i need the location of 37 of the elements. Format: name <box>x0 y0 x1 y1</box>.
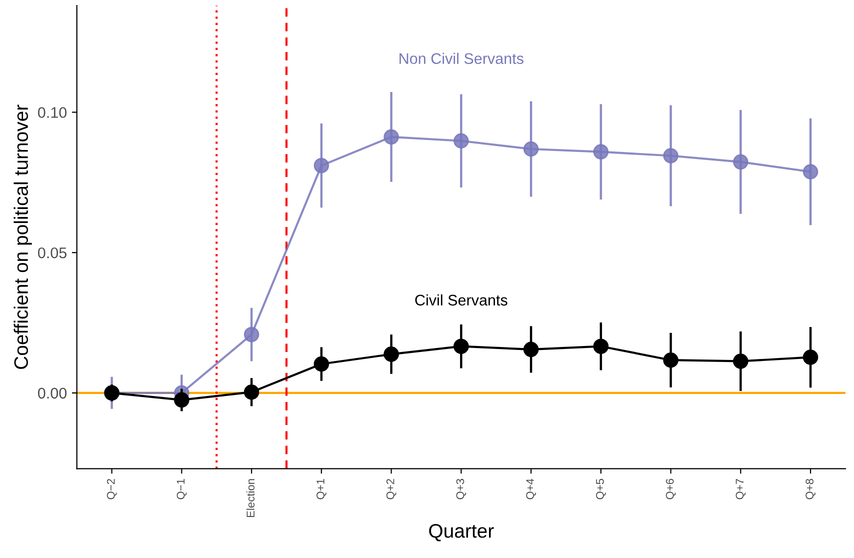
x-tick-label: Q+7 <box>736 479 746 500</box>
point <box>593 338 609 354</box>
point <box>523 342 539 358</box>
x-tick-label: Q+6 <box>666 478 676 500</box>
point <box>244 384 260 400</box>
point <box>663 148 678 164</box>
y-tick-label: 0.05 <box>38 247 66 258</box>
point <box>663 352 678 368</box>
x-axis-title: Quarter <box>429 524 494 542</box>
x-tick-label: Q+8 <box>806 478 816 500</box>
text: Non Civil Servants <box>400 52 524 64</box>
point <box>733 154 748 170</box>
point <box>454 133 469 149</box>
point <box>802 164 818 180</box>
x-tick-label: Election <box>246 479 255 518</box>
y-tick-label: 0.00 <box>38 388 67 399</box>
point <box>454 338 469 354</box>
point <box>802 350 818 365</box>
x-tick-label: Q−1 <box>176 478 187 500</box>
x-tick-label: Q−2 <box>106 479 117 500</box>
y-tick-label: 0.10 <box>38 107 67 118</box>
x-tick-label: Q+5 <box>596 478 606 500</box>
point <box>384 129 399 145</box>
x-tick-label: Q+4 <box>526 478 536 500</box>
point <box>174 392 190 408</box>
point <box>733 354 748 369</box>
point <box>593 144 609 160</box>
x-tick-label: Q+2 <box>386 479 396 500</box>
point <box>244 326 260 342</box>
point <box>384 346 399 362</box>
text: Civil Servants <box>415 294 508 306</box>
x-tick-label: Q+3 <box>456 478 466 500</box>
point <box>314 158 330 174</box>
y-axis-title: Coefficient on political turnover <box>14 104 32 369</box>
x-tick-label: Q+1 <box>316 478 326 500</box>
point <box>523 141 539 157</box>
point <box>314 356 330 372</box>
